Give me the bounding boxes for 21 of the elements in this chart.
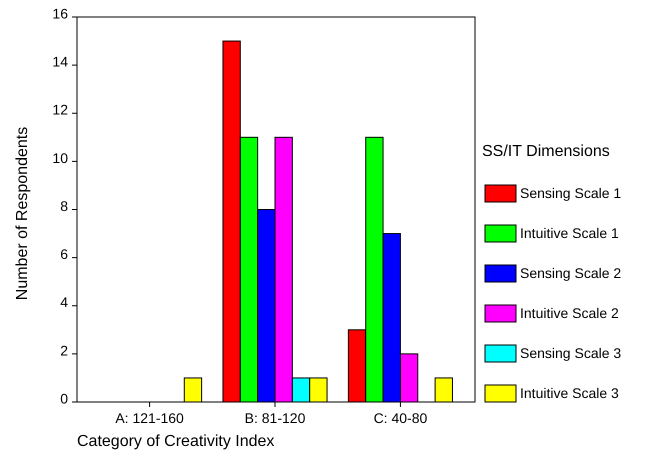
y-tick-label: 0: [60, 390, 68, 406]
legend-label: Sensing Scale 3: [520, 345, 622, 361]
x-tick-label: A: 121-160: [115, 410, 184, 426]
y-tick-label: 2: [60, 342, 68, 358]
x-tick-label: C: 40-80: [374, 410, 428, 426]
y-tick-label: 6: [60, 246, 68, 262]
legend-label: Intuitive Scale 1: [520, 225, 620, 241]
x-axis-title: Category of Creativity Index: [77, 433, 274, 450]
y-tick-label: 8: [60, 198, 68, 214]
y-axis-title: Number of Respondents: [14, 126, 31, 300]
legend-title: SS/IT Dimensions: [482, 143, 610, 160]
legend-label: Intuitive Scale 2: [520, 305, 620, 321]
legend-label: Sensing Scale 1: [520, 185, 622, 201]
y-tick-label: 10: [52, 150, 68, 166]
y-tick-label: 16: [52, 5, 68, 22]
y-tick-label: 14: [52, 54, 68, 70]
legend-label: Intuitive Scale 3: [520, 385, 620, 401]
y-tick-label: 4: [60, 294, 68, 310]
legend-label: Sensing Scale 2: [520, 265, 622, 281]
y-tick-label: 12: [52, 102, 68, 118]
x-tick-label: B: 81-120: [244, 410, 306, 426]
